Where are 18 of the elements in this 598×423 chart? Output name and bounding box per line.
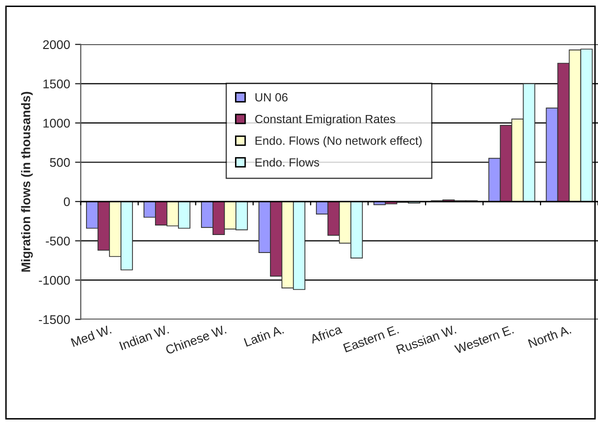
legend-label: Endo. Flows (No network effect) bbox=[256, 136, 422, 148]
y-tick-label: 500 bbox=[50, 158, 70, 167]
y-tick-label: 2000 bbox=[43, 40, 70, 50]
x-tick-label: Western E. bbox=[454, 325, 514, 354]
x-tick-label: Latin A. bbox=[244, 324, 284, 347]
x-tick-label: Med W. bbox=[70, 324, 112, 347]
x-tick-label: Africa bbox=[309, 324, 343, 344]
y-tick-label: -1000 bbox=[38, 276, 70, 285]
legend-label: Endo. Flows bbox=[256, 158, 320, 167]
y-tick-label: -1500 bbox=[38, 315, 70, 324]
y-tick-label: 0 bbox=[64, 197, 70, 206]
y-tick-label: -500 bbox=[46, 236, 70, 246]
y-tick-label: 1500 bbox=[43, 79, 70, 88]
legend-label: Constant Emigration Rates bbox=[255, 114, 396, 126]
y-tick-label: 1000 bbox=[43, 118, 70, 128]
y-axis-title: Migration flows (in thousands) bbox=[21, 92, 33, 272]
legend-label: UN 06 bbox=[256, 93, 288, 102]
x-tick-label: North A. bbox=[528, 324, 572, 348]
